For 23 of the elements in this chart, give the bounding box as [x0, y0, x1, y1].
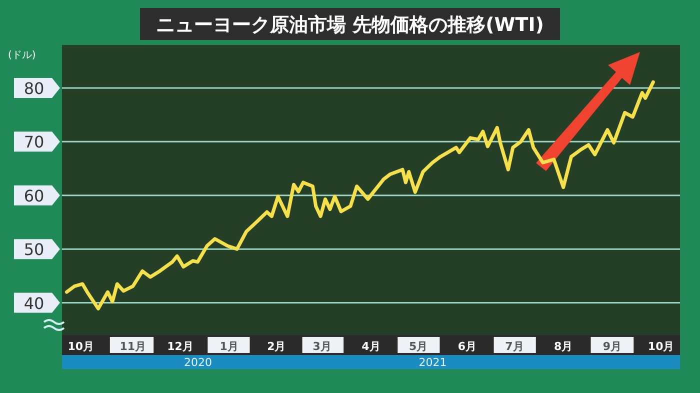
- x-tick-label: 8月: [554, 340, 573, 353]
- x-tick-label: 2月: [267, 340, 286, 353]
- y-tick-label: 50: [24, 240, 44, 260]
- x-tick-label: 10月: [68, 340, 94, 353]
- y-tick-label: 80: [24, 78, 44, 98]
- x-tick-label: 7月: [505, 340, 524, 353]
- x-tick-label: 6月: [458, 340, 476, 353]
- y-axis-title: (ドル): [8, 50, 36, 61]
- x-tick-label: 5月: [408, 340, 428, 353]
- x-tick-label: 11月: [120, 340, 146, 353]
- x-tick-label: 10月: [648, 340, 674, 353]
- x-tick-label: 9月: [602, 340, 622, 353]
- chart-title: ニューヨーク原油市場 先物価格の推移(WTI): [156, 14, 544, 36]
- x-tick-label: 12月: [167, 340, 194, 353]
- y-tick-label: 60: [24, 186, 44, 206]
- line-series: [64, 80, 655, 310]
- x-tick-label: 4月: [362, 340, 380, 353]
- y-tick-label: 70: [24, 132, 44, 152]
- text: 2021: [418, 356, 447, 369]
- x-tick-label: 3月: [312, 340, 332, 353]
- text: 2020: [184, 356, 212, 369]
- y-tick-label: 40: [24, 294, 44, 313]
- x-tick-label: 1月: [220, 340, 238, 353]
